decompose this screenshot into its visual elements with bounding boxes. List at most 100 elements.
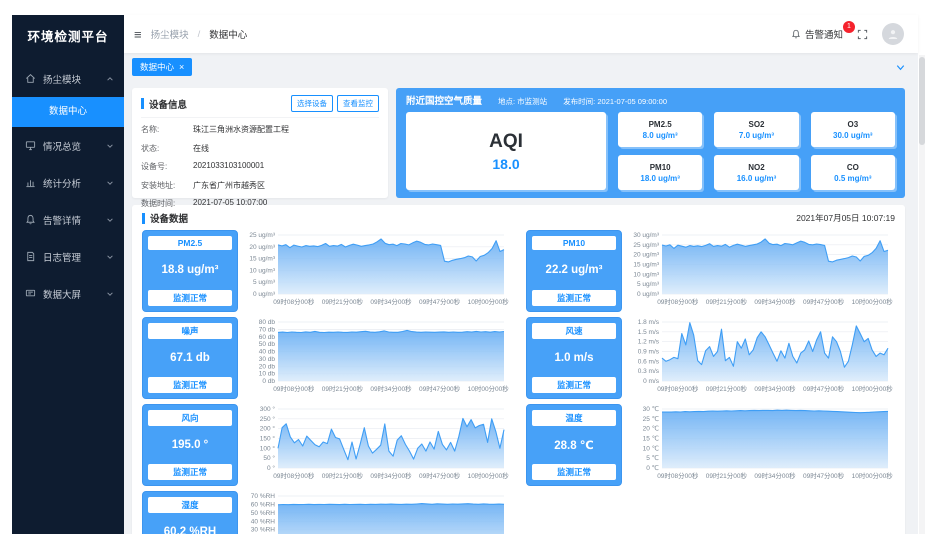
metric-value: 28.8 ℃ bbox=[554, 440, 594, 452]
svg-text:60 %RH: 60 %RH bbox=[251, 501, 276, 508]
svg-text:1.2 m/s: 1.2 m/s bbox=[638, 339, 660, 346]
device-fields: 名称: 珠江三角洲水资源配置工程 状态: 在线 设备号: 20210331031000… bbox=[141, 124, 379, 209]
sidebar-item-label: 情况总览 bbox=[43, 141, 82, 153]
chart-area: 0 ° 50 ° 100 ° 150 ° 200 ° 250 ° 300 ° 09时08分00… bbox=[238, 404, 512, 486]
svg-text:15 ug/m³: 15 ug/m³ bbox=[249, 256, 275, 263]
scrollbar[interactable] bbox=[919, 55, 925, 534]
sidebar-item-data-screen[interactable]: 数据大屏 bbox=[12, 275, 124, 312]
metric-label: 湿度 bbox=[148, 497, 232, 513]
svg-text:20 db: 20 db bbox=[259, 363, 276, 370]
metric-card-wind-speed: 风速 1.0 m/s 监测正常 bbox=[526, 317, 622, 399]
sidebar-item-data-center[interactable]: 数据中心 bbox=[12, 97, 124, 127]
svg-text:0 db: 0 db bbox=[262, 378, 275, 385]
svg-text:09时47分00秒: 09时47分00秒 bbox=[419, 297, 461, 306]
svg-text:30 ℃: 30 ℃ bbox=[643, 405, 659, 413]
chevron-down-icon bbox=[107, 180, 113, 185]
svg-text:200 °: 200 ° bbox=[260, 425, 276, 433]
tab-actions-chevron-icon[interactable] bbox=[895, 62, 906, 73]
svg-text:09时47分00秒: 09时47分00秒 bbox=[803, 384, 845, 393]
svg-text:10时00分00秒: 10时00分00秒 bbox=[852, 384, 894, 393]
svg-text:09时34分00秒: 09时34分00秒 bbox=[370, 297, 412, 306]
device-field-name: 名称: 珠江三角洲水资源配置工程 bbox=[141, 125, 289, 134]
breadcrumb-module[interactable]: 扬尘模块 bbox=[150, 30, 189, 41]
metric-card-wind-dir: 风向 195.0 ° 监测正常 bbox=[142, 404, 238, 486]
chart-area: 0 m/s 0.3 m/s 0.6 m/s 0.9 m/s 1.2 m/s 1.5 m/s… bbox=[622, 317, 896, 399]
metric-status-button[interactable]: 监测正常 bbox=[148, 464, 232, 480]
metric-value: 67.1 db bbox=[170, 352, 210, 364]
chart-icon bbox=[26, 180, 35, 188]
pollutant-card-o3: O3 30.0 ug/m³ bbox=[810, 112, 895, 147]
svg-text:09时47分00秒: 09时47分00秒 bbox=[803, 471, 845, 480]
notification-badge: 1 bbox=[843, 21, 855, 33]
svg-text:09时47分00秒: 09时47分00秒 bbox=[419, 384, 461, 393]
svg-text:100 °: 100 ° bbox=[260, 444, 276, 452]
chart-block-wind-dir: 风向 195.0 ° 监测正常 0 ° 50 ° 100 ° 150 ° 200 ° 250 °… bbox=[142, 404, 512, 486]
svg-text:09时08分00秒: 09时08分00秒 bbox=[273, 297, 315, 306]
svg-text:70 db: 70 db bbox=[259, 326, 276, 333]
fullscreen-icon[interactable] bbox=[857, 29, 868, 40]
tab-data-center[interactable]: 数据中心 × bbox=[132, 58, 193, 76]
metric-card-temperature: 温度 28.8 ℃ 监测正常 bbox=[526, 404, 622, 486]
sidebar-item-statistics[interactable]: 统计分析 bbox=[12, 164, 124, 201]
view-monitor-button[interactable]: 查看监控 bbox=[337, 95, 379, 112]
device-data-panel: 设备数据 2021年07月05日 10:07:19 PM2.5 18.8 ug/m… bbox=[132, 205, 905, 534]
svg-text:0 ug/m³: 0 ug/m³ bbox=[637, 291, 660, 298]
svg-text:150 °: 150 ° bbox=[260, 435, 276, 443]
svg-text:09时47分00秒: 09时47分00秒 bbox=[419, 471, 461, 480]
metric-status-button[interactable]: 监测正常 bbox=[148, 290, 232, 306]
metric-card-pm25: PM2.5 18.8 ug/m³ 监测正常 bbox=[142, 230, 238, 312]
svg-text:50 °: 50 ° bbox=[263, 454, 275, 462]
svg-text:0 ℃: 0 ℃ bbox=[646, 464, 659, 472]
sidebar-item-label: 告警详情 bbox=[43, 215, 82, 227]
svg-text:09时08分00秒: 09时08分00秒 bbox=[273, 471, 315, 480]
device-field-status: 状态: 在线 bbox=[141, 143, 209, 153]
app-title: 环境检测平台 bbox=[27, 30, 109, 44]
home-icon bbox=[26, 74, 35, 83]
select-device-button[interactable]: 选择设备 bbox=[291, 95, 333, 112]
svg-text:09时21分00秒: 09时21分00秒 bbox=[322, 297, 364, 306]
svg-text:0 m/s: 0 m/s bbox=[643, 378, 660, 385]
svg-text:0.9 m/s: 0.9 m/s bbox=[638, 349, 660, 356]
tab-label: 数据中心 bbox=[140, 62, 175, 72]
metric-status-button[interactable]: 监测正常 bbox=[532, 377, 616, 393]
svg-text:10时00分00秒: 10时00分00秒 bbox=[852, 471, 894, 480]
sidebar-item-log-management[interactable]: 日志管理 bbox=[12, 238, 124, 275]
svg-text:40 db: 40 db bbox=[259, 349, 276, 356]
metric-status-button[interactable]: 监测正常 bbox=[148, 377, 232, 393]
tab-close-icon[interactable]: × bbox=[179, 62, 185, 72]
svg-text:09时34分00秒: 09时34分00秒 bbox=[370, 384, 412, 393]
metric-value: 60.2 %RH bbox=[163, 526, 217, 534]
svg-text:10时00分00秒: 10时00分00秒 bbox=[468, 297, 510, 306]
data-timestamp: 2021年07月05日 10:07:19 bbox=[796, 213, 895, 223]
sidebar-item-alarm-details[interactable]: 告警详情 bbox=[12, 201, 124, 238]
sidebar-item-overview[interactable]: 情况总览 bbox=[12, 127, 124, 164]
aqi-label: AQI bbox=[489, 130, 523, 152]
alarm-notification-button[interactable]: 告警通知 1 bbox=[791, 21, 855, 41]
bell-icon bbox=[792, 29, 800, 39]
metric-status-button[interactable]: 监测正常 bbox=[532, 290, 616, 306]
scrollbar-thumb[interactable] bbox=[919, 57, 925, 145]
svg-text:15 ℃: 15 ℃ bbox=[643, 435, 659, 443]
svg-text:09时34分00秒: 09时34分00秒 bbox=[754, 384, 796, 393]
menu-collapse-icon[interactable]: ≡ bbox=[134, 26, 142, 42]
sidebar-item-label: 日志管理 bbox=[43, 252, 82, 264]
metric-value: 22.2 ug/m³ bbox=[545, 264, 603, 276]
svg-text:1.5 m/s: 1.5 m/s bbox=[638, 329, 660, 336]
metric-label: PM2.5 bbox=[148, 236, 232, 250]
chart-block-noise: 噪声 67.1 db 监测正常 0 db 10 db 20 db 30 db 40 db 50 … bbox=[142, 317, 512, 399]
metric-status-button[interactable]: 监测正常 bbox=[532, 464, 616, 480]
svg-text:50 db: 50 db bbox=[259, 341, 276, 348]
avatar[interactable] bbox=[882, 23, 904, 45]
svg-text:10 ug/m³: 10 ug/m³ bbox=[633, 271, 659, 278]
svg-text:10 ℃: 10 ℃ bbox=[643, 444, 659, 452]
aqi-panel: 附近国控空气质量 地点: 市监测站 发布时间: 2021-07-05 09:00… bbox=[396, 88, 905, 198]
sidebar-item-label: 统计分析 bbox=[43, 178, 82, 190]
sidebar-item-label: 数据大屏 bbox=[43, 289, 82, 301]
chart-block-wind-speed: 风速 1.0 m/s 监测正常 0 m/s 0.3 m/s 0.6 m/s 0.9 m/s 1… bbox=[526, 317, 896, 399]
svg-text:15 ug/m³: 15 ug/m³ bbox=[633, 262, 659, 269]
app-window: 环境检测平台 扬尘模块 数据中心 情况总览 统计分析 告警 bbox=[12, 15, 918, 534]
sidebar-menu: 扬尘模块 数据中心 情况总览 统计分析 告警详情 bbox=[12, 60, 124, 312]
sidebar-item-dust-module[interactable]: 扬尘模块 bbox=[12, 60, 124, 97]
